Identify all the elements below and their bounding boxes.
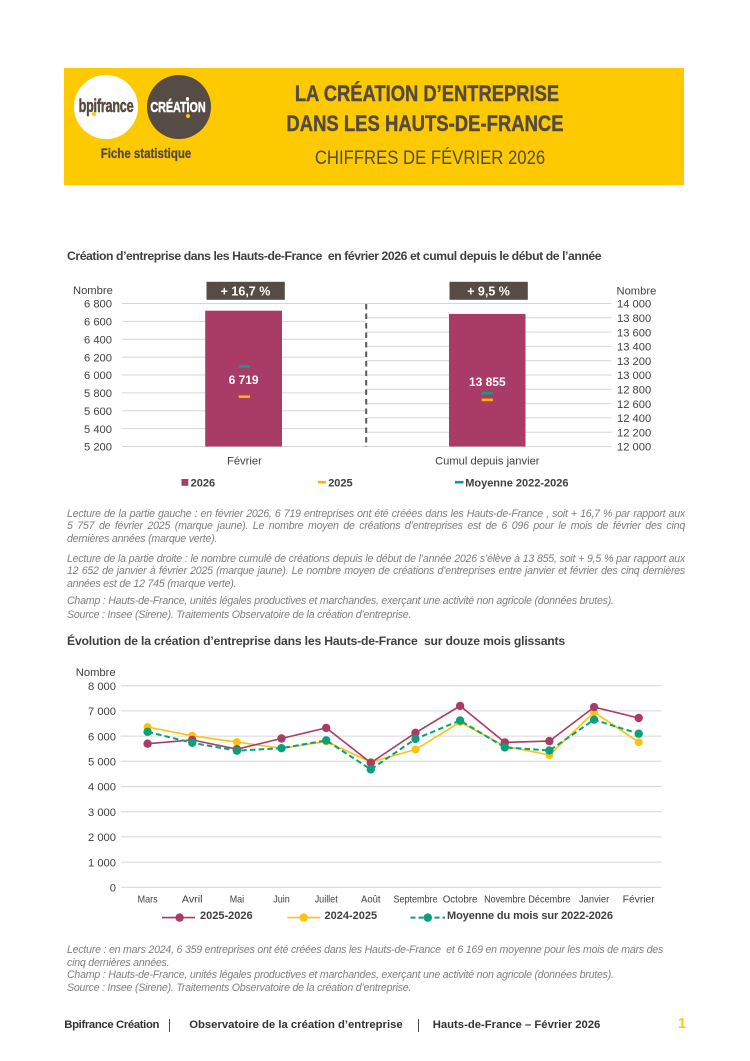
svg-text:2 000: 2 000 — [88, 832, 116, 844]
svg-text:13 000: 13 000 — [617, 370, 651, 382]
svg-text:Janvier: Janvier — [579, 895, 610, 906]
svg-text:Octobre: Octobre — [443, 895, 478, 906]
svg-text:Décembre: Décembre — [528, 895, 570, 906]
svg-text:+ 9,5 %: + 9,5 % — [467, 284, 510, 298]
svg-text:13 200: 13 200 — [617, 356, 651, 368]
svg-text:5 600: 5 600 — [84, 406, 112, 418]
svg-text:6 000: 6 000 — [84, 370, 112, 382]
svg-text:6 400: 6 400 — [84, 334, 112, 346]
svg-text:5 200: 5 200 — [84, 442, 112, 454]
svg-text:13 855: 13 855 — [469, 375, 506, 389]
svg-text:12 000: 12 000 — [617, 442, 651, 454]
svg-text:5 000: 5 000 — [88, 757, 116, 769]
svg-text:6 000: 6 000 — [88, 731, 116, 743]
svg-text:Août: Août — [361, 895, 381, 906]
svg-text:7 000: 7 000 — [88, 706, 116, 718]
svg-text:13 800: 13 800 — [617, 313, 651, 325]
svg-text:12 800: 12 800 — [617, 385, 651, 397]
svg-text:6 800: 6 800 — [84, 299, 112, 311]
svg-text:1 000: 1 000 — [88, 857, 116, 869]
svg-text:2025: 2025 — [328, 478, 352, 490]
svg-text:8 000: 8 000 — [88, 681, 116, 693]
svg-text:Mai: Mai — [230, 895, 244, 906]
svg-text:2024-2025: 2024-2025 — [325, 910, 378, 922]
svg-text:Mars: Mars — [138, 895, 158, 906]
svg-text:Nombre: Nombre — [617, 286, 657, 298]
svg-text:3 000: 3 000 — [88, 807, 116, 819]
svg-text:12 400: 12 400 — [617, 413, 651, 425]
svg-text:2026: 2026 — [191, 478, 215, 490]
svg-text:13 600: 13 600 — [617, 327, 651, 339]
svg-text:6 200: 6 200 — [84, 352, 112, 364]
svg-text:12 200: 12 200 — [617, 427, 651, 439]
svg-text:Nombre: Nombre — [73, 285, 113, 297]
svg-text:0: 0 — [110, 883, 116, 895]
svg-text:13 400: 13 400 — [617, 342, 651, 354]
svg-text:Novembre: Novembre — [484, 895, 526, 906]
svg-text:Juin: Juin — [273, 895, 290, 906]
svg-text:12 600: 12 600 — [617, 399, 651, 411]
svg-text:+ 16,7 %: + 16,7 % — [221, 284, 271, 298]
svg-text:Février: Février — [623, 895, 656, 906]
svg-text:Septembre: Septembre — [394, 895, 438, 906]
svg-text:Nombre: Nombre — [76, 667, 116, 679]
svg-text:6 600: 6 600 — [84, 317, 112, 329]
svg-text:5 400: 5 400 — [84, 424, 112, 436]
svg-text:Moyenne du mois sur 2022-2026: Moyenne du mois sur 2022-2026 — [447, 910, 613, 922]
svg-text:Avril: Avril — [182, 895, 203, 906]
svg-text:2025-2026: 2025-2026 — [200, 910, 253, 922]
svg-text:Cumul depuis janvier: Cumul depuis janvier — [435, 456, 540, 468]
svg-text:5 800: 5 800 — [84, 388, 112, 400]
svg-text:14 000: 14 000 — [617, 299, 651, 311]
svg-text:4 000: 4 000 — [88, 782, 116, 794]
svg-text:Juillet: Juillet — [315, 895, 338, 906]
svg-text:6 719: 6 719 — [229, 373, 259, 387]
svg-text:Moyenne 2022-2026: Moyenne 2022-2026 — [465, 478, 568, 490]
svg-text:Février: Février — [227, 456, 262, 468]
